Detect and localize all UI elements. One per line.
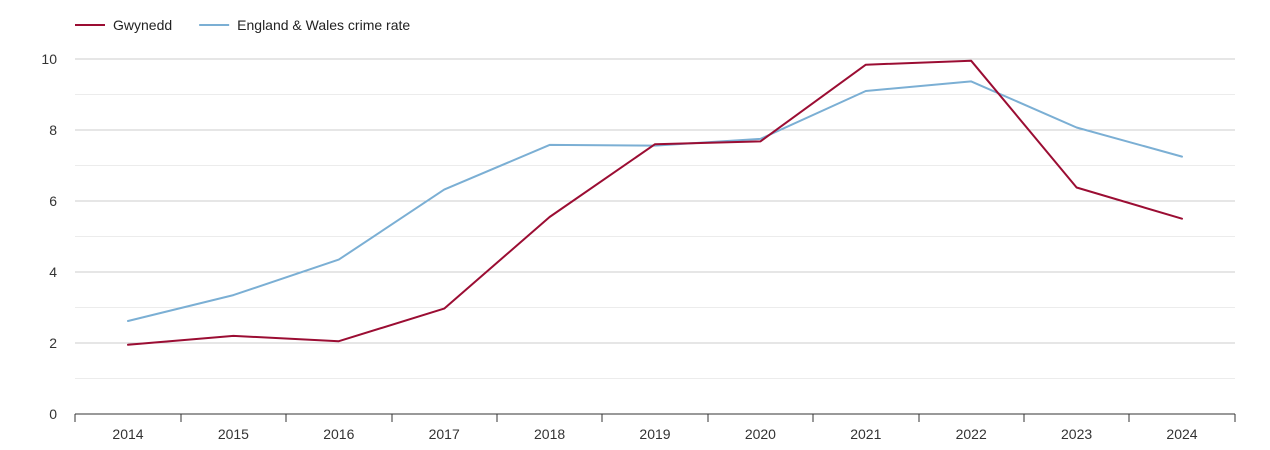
x-axis: 2014 2015 2016 2017 2018 2019 2020 2021 2022 2023… (74, 413, 1236, 442)
y-tick-label: 4 (49, 264, 57, 280)
y-axis: 0 2 4 6 8 10 (41, 51, 57, 422)
y-tick-label: 10 (41, 51, 57, 67)
x-tick-label: 2018 (534, 426, 565, 442)
x-tick-label: 2023 (1061, 426, 1092, 442)
series-area (127, 59, 1183, 346)
x-tick-label: 2024 (1166, 426, 1197, 442)
x-tick-label: 2017 (429, 426, 460, 442)
legend-item-england-wales-crime-rate[interactable]: England & Wales crime rate (199, 17, 410, 33)
legend-label: Gwynedd (113, 17, 172, 33)
grid (75, 58, 1235, 379)
legend-item-gwynedd[interactable]: Gwynedd (75, 17, 172, 33)
x-tick-label: 2020 (745, 426, 776, 442)
x-tick-label: 2015 (218, 426, 249, 442)
x-tick-label: 2021 (850, 426, 881, 442)
y-tick-label: 8 (49, 122, 57, 138)
x-tick-label: 2019 (639, 426, 670, 442)
y-tick-label: 0 (49, 406, 57, 422)
series-line-gwynedd (127, 59, 1183, 346)
x-tick-label: 2022 (956, 426, 987, 442)
x-tick-label: 2016 (323, 426, 354, 442)
y-tick-label: 6 (49, 193, 57, 209)
legend-label: England & Wales crime rate (237, 17, 410, 33)
x-tick-label: 2014 (112, 426, 143, 442)
series-line-england-wales-crime-rate (127, 80, 1183, 322)
legend: Gwynedd England & Wales crime rate (75, 17, 410, 33)
y-tick-label: 2 (49, 335, 57, 351)
